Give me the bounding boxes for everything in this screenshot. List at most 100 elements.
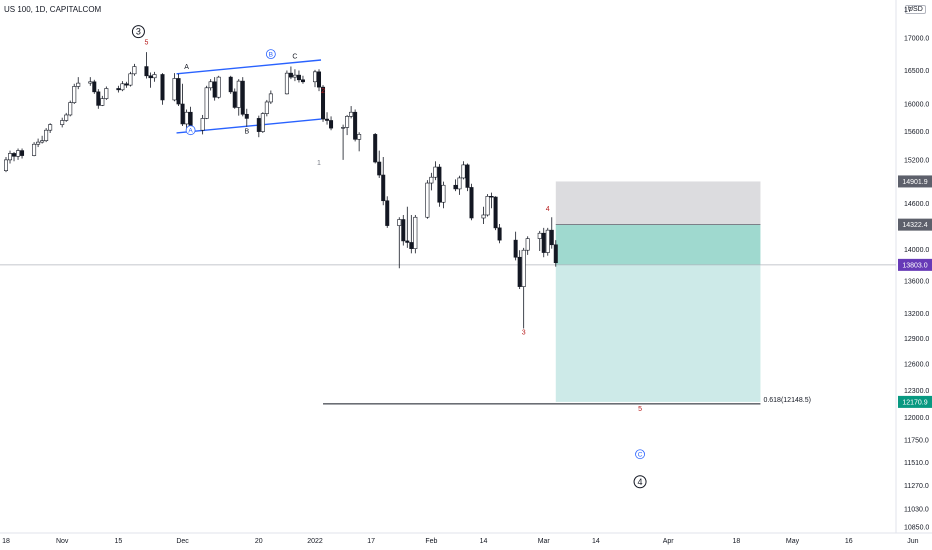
candle bbox=[397, 217, 402, 269]
price-tag[interactable]: 12170.9 bbox=[898, 395, 932, 408]
candle bbox=[409, 214, 414, 254]
fib-level-label: 0.618(12148.5) bbox=[763, 397, 810, 404]
candle bbox=[453, 179, 458, 192]
candle-body-up bbox=[104, 88, 109, 99]
candle-body-up bbox=[537, 232, 542, 239]
candle bbox=[288, 66, 293, 80]
candle-body-down bbox=[12, 153, 17, 157]
candle bbox=[120, 81, 125, 92]
candle-body-up bbox=[44, 129, 49, 142]
candle-body-up bbox=[397, 219, 402, 226]
candle-body-up bbox=[413, 216, 418, 249]
candle-body-down bbox=[437, 166, 442, 203]
candle bbox=[493, 196, 498, 231]
candle-body-down bbox=[541, 232, 546, 253]
candle-body-up bbox=[441, 184, 446, 203]
wave-label: 1 bbox=[317, 160, 321, 167]
candle bbox=[176, 73, 181, 107]
candle bbox=[497, 224, 502, 244]
candle-body-up bbox=[76, 82, 81, 87]
candle-body-down bbox=[228, 76, 233, 93]
candle bbox=[256, 115, 261, 138]
x-tick-label: 18 bbox=[2, 538, 10, 545]
candle-body-down bbox=[517, 256, 522, 287]
circled-wave-label: 3 bbox=[131, 25, 145, 39]
candle bbox=[100, 95, 105, 107]
candle bbox=[517, 250, 522, 290]
candle bbox=[413, 214, 418, 254]
circled-wave-label: B bbox=[265, 49, 276, 60]
candle bbox=[313, 69, 318, 88]
candle-body-down bbox=[244, 113, 249, 119]
candle bbox=[60, 117, 65, 128]
profit-zone-filled[interactable] bbox=[555, 224, 761, 265]
y-tick-label: 13600.0 bbox=[904, 278, 929, 285]
candle-body-up bbox=[545, 229, 550, 253]
candle-body-up bbox=[88, 81, 93, 84]
candle-body-up bbox=[425, 182, 430, 218]
candle bbox=[437, 164, 442, 207]
currency-badge[interactable]: USD bbox=[905, 5, 926, 14]
candle bbox=[68, 100, 73, 117]
take-profit-zone[interactable] bbox=[555, 264, 761, 402]
circled-wave-label: C bbox=[635, 449, 645, 460]
candle bbox=[325, 112, 330, 125]
candle bbox=[321, 85, 326, 122]
candle bbox=[64, 112, 69, 122]
wave-label: 5 bbox=[638, 406, 642, 413]
candle bbox=[40, 135, 45, 144]
candle bbox=[4, 157, 9, 173]
candle bbox=[513, 231, 518, 261]
x-tick-label: 14 bbox=[480, 538, 488, 545]
candle bbox=[12, 152, 17, 162]
candle bbox=[353, 109, 358, 142]
candle bbox=[461, 161, 466, 180]
candle-body-up bbox=[349, 111, 354, 117]
candle bbox=[124, 81, 129, 88]
candle-body-down bbox=[116, 88, 121, 91]
candle-body-down bbox=[469, 187, 474, 219]
candle-body-down bbox=[160, 74, 165, 101]
candle-body-down bbox=[401, 219, 406, 242]
x-tick-label: 16 bbox=[845, 538, 853, 545]
candle bbox=[541, 227, 546, 258]
channel-upper-line[interactable] bbox=[176, 59, 322, 75]
y-tick-label: 15600.0 bbox=[904, 129, 929, 136]
x-tick-label: 17 bbox=[367, 538, 375, 545]
candle-body-up bbox=[132, 66, 137, 75]
candle-body-down bbox=[453, 184, 458, 190]
y-tick-label: 14000.0 bbox=[904, 247, 929, 254]
wave-circle-text: B bbox=[269, 51, 273, 58]
candle-body-down bbox=[288, 72, 293, 78]
candle-body-down bbox=[240, 80, 245, 115]
candle-body-down bbox=[232, 91, 237, 108]
candle bbox=[469, 183, 474, 221]
candle bbox=[537, 230, 542, 251]
candle bbox=[465, 163, 470, 192]
candle-body-down bbox=[329, 120, 334, 129]
x-tick-label: 15 bbox=[114, 538, 122, 545]
price-tag[interactable]: 14901.9 bbox=[898, 175, 932, 188]
candle bbox=[32, 142, 37, 157]
candle-body-up bbox=[525, 238, 530, 251]
candle-body-up bbox=[184, 111, 189, 125]
stop-loss-zone[interactable] bbox=[555, 181, 761, 225]
candle-body-down bbox=[553, 244, 558, 264]
channel-lower-line[interactable] bbox=[176, 118, 322, 134]
price-tag[interactable]: 14322.4 bbox=[898, 218, 932, 231]
candle-body-down bbox=[353, 111, 358, 140]
candle bbox=[128, 71, 133, 87]
candle bbox=[345, 114, 350, 136]
candle-body-down bbox=[212, 81, 217, 98]
price-tag-bg bbox=[898, 218, 932, 231]
candle bbox=[144, 52, 149, 79]
candle-body-up bbox=[216, 76, 221, 98]
candle-body-up bbox=[36, 141, 41, 145]
candle-body-down bbox=[497, 227, 502, 241]
x-tick-label: 14 bbox=[592, 538, 600, 545]
price-tag[interactable]: 13803.0 bbox=[898, 258, 932, 271]
x-tick-label: Mar bbox=[538, 538, 551, 545]
y-tick-label: 11510.0 bbox=[904, 460, 929, 467]
candle bbox=[228, 75, 233, 94]
